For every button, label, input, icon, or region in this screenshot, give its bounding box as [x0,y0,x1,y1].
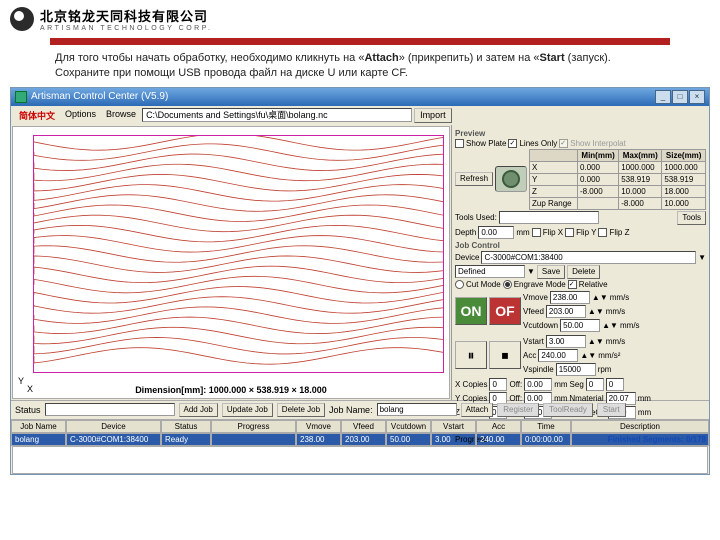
depth-input[interactable] [478,226,514,239]
update-job-button[interactable]: Update Job [222,403,273,417]
side-panel: Preview Show Plate Lines Only Show Inter… [451,125,709,400]
seg1-input[interactable] [586,378,604,391]
tools-button[interactable]: Tools [677,211,706,225]
toolpath-waves [34,136,443,372]
device-delete-button[interactable]: Delete [567,265,600,279]
page-header: 北京铭龙天同科技有限公司 ARTISMAN TECHNOLOGY CORP. [0,0,720,34]
status-field [45,403,175,416]
company-name-cn: 北京铭龙天同科技有限公司 [40,6,212,25]
company-logo [10,7,34,31]
defined-combo[interactable] [455,265,525,278]
cutmode-radio[interactable] [455,280,464,289]
stop-button[interactable]: ⏹ [489,341,521,369]
status-bar: Status Add Job Update Job Delete Job Job… [11,400,709,419]
acc-input[interactable] [538,349,578,362]
app-window: Artisman Control Center (V5.9) _ □ × 简体中… [10,87,710,475]
off-button[interactable]: OF [489,297,521,325]
close-button[interactable]: × [689,90,705,104]
preview-title: Preview [455,129,706,138]
vspindle-input[interactable] [556,363,596,376]
divider-bar [50,38,670,45]
extents-table: Min(mm)Max(mm)Size(mm) X0.0001000.000100… [529,149,706,210]
show-interp-checkbox[interactable] [559,139,568,148]
instruction-text: Для того чтобы начать обработку, необход… [0,51,720,81]
relative-checkbox[interactable] [568,280,577,289]
flipx-checkbox[interactable] [532,228,541,237]
toolready-button[interactable]: ToolReady [543,403,593,417]
on-button[interactable]: ON [455,297,487,325]
attach-button[interactable]: Attach [461,403,494,417]
jobs-table-header: Job NameDevice StatusProgress VmoveVfeed… [11,419,709,433]
start-button[interactable]: Start [597,403,626,417]
flipy-checkbox[interactable] [565,228,574,237]
path-input[interactable] [142,108,412,122]
refresh-button[interactable]: Refresh [455,172,493,186]
job-row-selected[interactable]: bolangC-3000#COM1:38400 Ready 238.00203.… [11,433,709,446]
preview-canvas: Y X Dimension[mm]: 1000.000 × 538.919 × … [12,126,450,399]
xcopies-input[interactable] [489,378,507,391]
minimize-button[interactable]: _ [655,90,671,104]
app-icon [15,91,27,103]
delete-job-button[interactable]: Delete Job [277,403,325,417]
titlebar: Artisman Control Center (V5.9) _ □ × [11,88,709,106]
seg2-input[interactable] [606,378,624,391]
register-button[interactable]: Register [497,403,539,417]
add-job-button[interactable]: Add Job [179,403,218,417]
menu-browse[interactable]: Browse [102,108,140,123]
vstart-input[interactable] [546,335,586,348]
jobs-table-empty [12,446,708,474]
company-name-en: ARTISMAN TECHNOLOGY CORP. [40,25,212,32]
jobname-input[interactable] [377,403,457,416]
orientation-dial[interactable] [495,166,527,192]
tools-used-field[interactable] [499,211,599,224]
lines-only-checkbox[interactable] [508,139,517,148]
vcutdown-input[interactable] [560,319,600,332]
toolpath-box [33,135,444,373]
jobcontrol-title: Job Control [455,241,706,250]
show-plate-checkbox[interactable] [455,139,464,148]
pause-button[interactable]: ⏸ [455,341,487,369]
menubar: 简体中文 Options Browse Import [11,106,709,125]
import-button[interactable]: Import [414,108,452,123]
device-combo[interactable] [481,251,696,264]
vmove-input[interactable] [550,291,590,304]
menu-options[interactable]: Options [61,108,100,123]
flipz-checkbox[interactable] [598,228,607,237]
window-title: Artisman Control Center (V5.9) [31,91,168,102]
vfeed-input[interactable] [546,305,586,318]
xoff-input[interactable] [524,378,552,391]
menu-lang[interactable]: 简体中文 [15,108,59,123]
maximize-button[interactable]: □ [672,90,688,104]
device-save-button[interactable]: Save [537,265,565,279]
engravemode-radio[interactable] [503,280,512,289]
dimension-label: Dimension[mm]: 1000.000 × 538.919 × 18.0… [13,385,449,395]
